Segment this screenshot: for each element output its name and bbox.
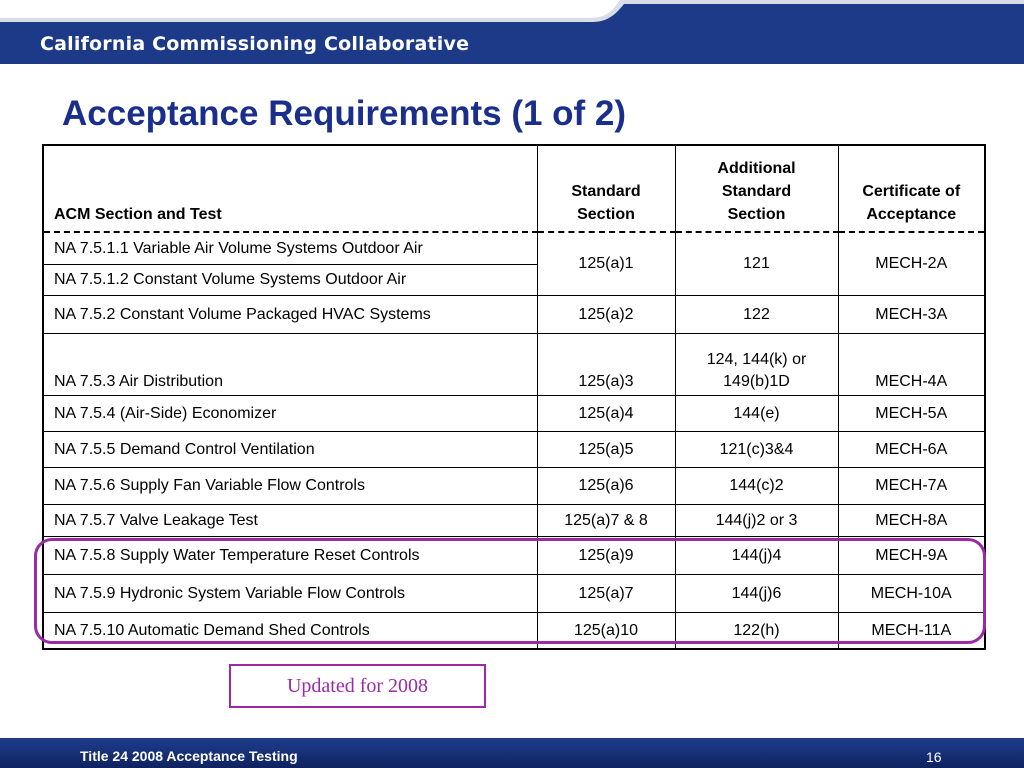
cell-test: NA 7.5.2 Constant Volume Packaged HVAC S… <box>42 295 538 334</box>
col-header-standard: Standard Section <box>536 145 676 233</box>
cell-additional: 144(j)2 or 3 <box>674 504 839 537</box>
header-band: California Commissioning Collaborative <box>0 0 1024 64</box>
table-row: NA 7.5.7 Valve Leakage Test 125(a)7 & 8 … <box>42 504 986 537</box>
footer-title: Title 24 2008 Acceptance Testing <box>80 748 298 764</box>
cell-test: NA 7.5.5 Demand Control Ventilation <box>42 431 538 468</box>
cell-test: NA 7.5.1.2 Constant Volume Systems Outdo… <box>42 264 538 296</box>
cell-standard: 125(a)5 <box>536 431 676 468</box>
cell-standard: 125(a)9 <box>536 536 676 575</box>
table-row: NA 7.5.3 Air Distribution 125(a)3 124, 1… <box>42 333 986 396</box>
page-number: 16 <box>926 749 942 765</box>
cell-standard: 125(a)7 <box>536 574 676 613</box>
table-row: NA 7.5.1.2 Constant Volume Systems Outdo… <box>42 264 985 296</box>
cell-standard: 125(a)6 <box>536 467 676 505</box>
cell-standard: 125(a)7 & 8 <box>536 504 676 537</box>
cell-test: NA 7.5.6 Supply Fan Variable Flow Contro… <box>42 467 538 505</box>
cell-test: NA 7.5.7 Valve Leakage Test <box>42 504 538 537</box>
updated-note-text: Updated for 2008 <box>286 674 429 697</box>
col-header-certificate: Certificate of Acceptance <box>837 145 986 233</box>
cell-additional: 124, 144(k) or 149(b)1D <box>674 333 839 396</box>
cell-certificate: MECH-8A <box>837 504 986 537</box>
table-row: NA 7.5.9 Hydronic System Variable Flow C… <box>42 574 986 613</box>
cell-standard: 125(a)10 <box>536 612 676 650</box>
table-header-row: ACM Section and Test Standard Section Ad… <box>42 145 986 233</box>
cell-standard: 125(a)3 <box>536 333 676 396</box>
cell-additional: 121(c)3&4 <box>674 431 839 468</box>
table-row: NA 7.5.8 Supply Water Temperature Reset … <box>42 536 986 575</box>
cell-standard: 125(a)4 <box>536 395 676 432</box>
cell-certificate: MECH-11A <box>837 612 986 650</box>
acceptance-table: ACM Section and Test Standard Section Ad… <box>42 144 986 650</box>
table-row: NA 7.5.6 Supply Fan Variable Flow Contro… <box>42 467 986 505</box>
cell-test: NA 7.5.10 Automatic Demand Shed Controls <box>42 612 538 650</box>
org-name: California Commissioning Collaborative <box>40 33 470 55</box>
cell-test: NA 7.5.1.1 Variable Air Volume Systems O… <box>42 231 538 265</box>
cell-test: NA 7.5.8 Supply Water Temperature Reset … <box>42 536 538 575</box>
cell-additional: 121 <box>674 231 839 296</box>
header-shape <box>0 0 1024 64</box>
cell-additional: 122(h) <box>674 612 839 650</box>
table-row: NA 7.5.5 Demand Control Ventilation 125(… <box>42 431 986 468</box>
cell-certificate: MECH-3A <box>837 295 986 334</box>
cell-additional: 144(c)2 <box>674 467 839 505</box>
cell-additional: 144(e) <box>674 395 839 432</box>
table-row: NA 7.5.10 Automatic Demand Shed Controls… <box>42 612 986 650</box>
table-row: NA 7.5.1.1 Variable Air Volume Systems O… <box>42 231 986 296</box>
table-row: NA 7.5.4 (Air-Side) Economizer 125(a)4 1… <box>42 395 986 432</box>
cell-test: NA 7.5.3 Air Distribution <box>42 333 538 396</box>
cell-test: NA 7.5.9 Hydronic System Variable Flow C… <box>42 574 538 613</box>
cell-additional: 144(j)6 <box>674 574 839 613</box>
cell-test: NA 7.5.4 (Air-Side) Economizer <box>42 395 538 432</box>
slide-title: Acceptance Requirements (1 of 2) <box>62 94 627 133</box>
cell-standard: 125(a)2 <box>536 295 676 334</box>
cell-additional: 144(j)4 <box>674 536 839 575</box>
table-row: NA 7.5.2 Constant Volume Packaged HVAC S… <box>42 295 986 334</box>
footer-band: Title 24 2008 Acceptance Testing 16 <box>0 738 1024 768</box>
cell-certificate: MECH-2A <box>837 231 986 296</box>
cell-certificate: MECH-7A <box>837 467 986 505</box>
col-header-test: ACM Section and Test <box>42 145 538 233</box>
cell-certificate: MECH-10A <box>837 574 986 613</box>
col-header-additional: Additional Standard Section <box>674 145 839 233</box>
cell-certificate: MECH-6A <box>837 431 986 468</box>
cell-certificate: MECH-5A <box>837 395 986 432</box>
cell-standard: 125(a)1 <box>536 231 676 296</box>
cell-additional: 122 <box>674 295 839 334</box>
cell-certificate: MECH-4A <box>837 333 986 396</box>
updated-note: Updated for 2008 <box>229 664 486 708</box>
cell-certificate: MECH-9A <box>837 536 986 575</box>
